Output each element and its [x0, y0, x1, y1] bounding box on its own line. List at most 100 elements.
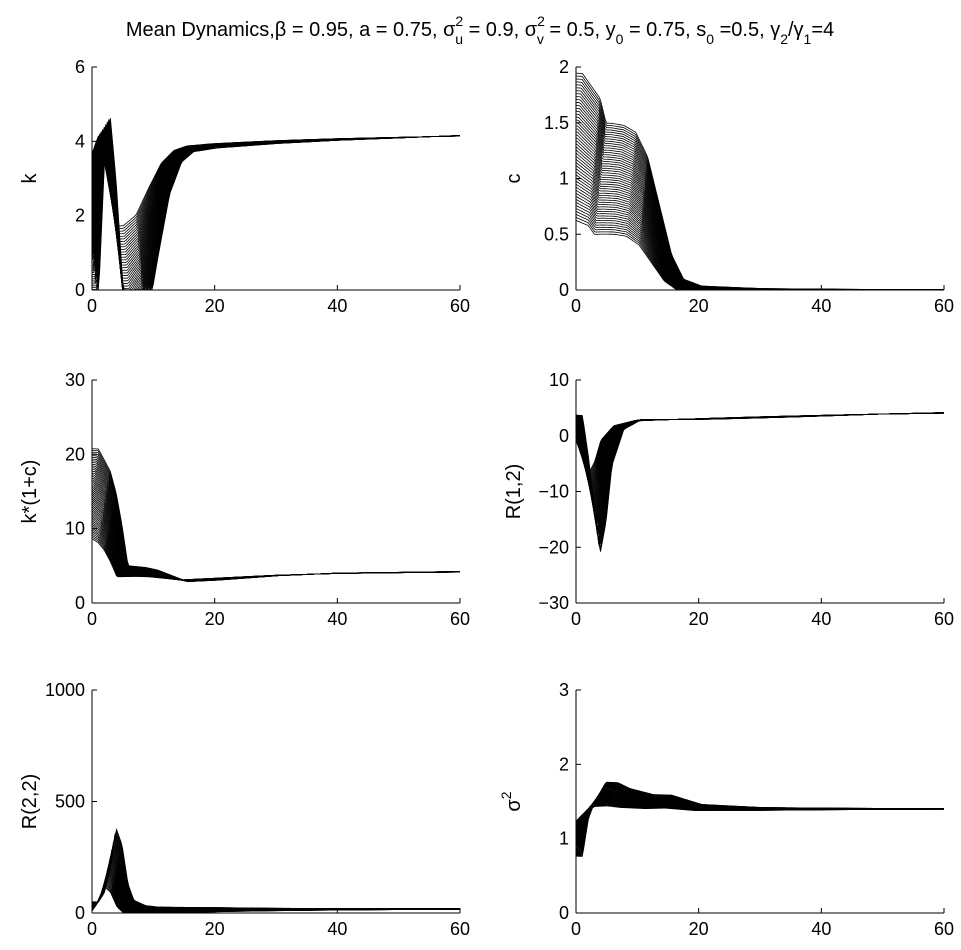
y-axis-label: R(2,2) — [19, 774, 41, 830]
series-line — [92, 491, 460, 581]
series-group-R_1_2 — [576, 413, 944, 552]
y-axis-label: k — [19, 173, 41, 184]
series-line — [576, 88, 944, 290]
series-line — [92, 456, 460, 582]
series-line — [92, 836, 460, 909]
series-group-k — [92, 118, 460, 290]
y-axis-label: c — [503, 174, 525, 184]
series-line — [576, 804, 944, 823]
y-tick-label: 1000 — [45, 680, 85, 700]
series-line — [92, 851, 460, 909]
y-tick-label: 0 — [75, 903, 85, 923]
series-line — [576, 413, 944, 546]
series-line — [576, 94, 944, 290]
y-tick-label: 10 — [549, 370, 569, 390]
series-line — [576, 166, 944, 290]
series-line — [576, 214, 944, 290]
series-line — [576, 413, 944, 517]
series-line — [92, 853, 460, 910]
series-line — [92, 833, 460, 909]
series-line — [576, 413, 944, 505]
x-tick-label: 20 — [205, 296, 225, 316]
series-line — [576, 413, 944, 546]
series-line — [92, 454, 460, 582]
x-tick-label: 20 — [689, 919, 709, 939]
series-line — [576, 413, 944, 535]
x-tick-label: 60 — [450, 296, 470, 316]
x-tick-label: 40 — [327, 919, 347, 939]
figure-title: Mean Dynamics,β = 0.95, a = 0.75, σ2 u = … — [126, 13, 834, 47]
series-line — [576, 147, 944, 290]
series-line — [92, 865, 460, 911]
y-axis-label: k*(1+c) — [19, 460, 41, 524]
series-line — [576, 803, 944, 823]
series-line — [92, 856, 460, 910]
series-line — [576, 135, 944, 290]
series-line — [92, 857, 460, 910]
y-tick-label: 10 — [65, 519, 85, 539]
panel-R_1_2: 0 20 40 60−30−20−10010R(1,2) — [503, 370, 954, 629]
series-group-sigma2 — [576, 782, 944, 856]
series-line — [92, 867, 460, 912]
series-line — [92, 838, 460, 909]
y-axis-label: σ2 — [498, 791, 525, 811]
series-line — [576, 126, 944, 290]
series-line — [92, 485, 460, 580]
series-line — [576, 413, 944, 546]
y-tick-label: 20 — [65, 444, 85, 464]
y-axis-label: R(1,2) — [503, 464, 525, 520]
series-line — [92, 452, 460, 581]
y-tick-label: 0 — [75, 593, 85, 613]
series-line — [576, 413, 944, 526]
series-line — [576, 413, 944, 535]
series-line — [92, 864, 460, 911]
series-line — [576, 413, 944, 524]
series-line — [576, 413, 944, 514]
series-group-k_times_1_plus_c — [92, 449, 460, 582]
y-tick-label: 1 — [559, 169, 569, 189]
series-line — [576, 413, 944, 535]
y-tick-label: 0 — [559, 280, 569, 300]
series-line — [92, 846, 460, 909]
x-tick-label: 60 — [934, 919, 954, 939]
series-line — [576, 187, 944, 290]
series-line — [576, 413, 944, 515]
series-line — [92, 487, 460, 581]
series-line — [576, 413, 944, 503]
series-line — [92, 489, 460, 581]
y-tick-label: 2 — [75, 206, 85, 226]
series-line — [576, 413, 944, 525]
series-line — [576, 97, 944, 290]
series-group-c — [576, 73, 944, 290]
x-tick-label: 40 — [811, 919, 831, 939]
series-line — [92, 484, 460, 581]
series-line — [576, 413, 944, 549]
series-line — [92, 470, 460, 581]
series-line — [92, 463, 460, 582]
series-line — [576, 413, 944, 552]
y-tick-label: 1 — [559, 829, 569, 849]
series-line — [576, 193, 944, 290]
series-line — [92, 482, 460, 581]
y-tick-label: 1.5 — [544, 113, 569, 133]
y-tick-label: 6 — [75, 57, 85, 77]
y-tick-label: 0 — [559, 903, 569, 923]
series-line — [92, 449, 460, 582]
y-tick-label: −20 — [538, 537, 569, 557]
panel-c: 0 20 40 6000.511.52c — [503, 57, 954, 316]
series-line — [576, 413, 944, 514]
series-line — [576, 413, 944, 520]
series-line — [92, 459, 460, 581]
series-line — [576, 169, 944, 290]
x-tick-label: 20 — [689, 296, 709, 316]
series-line — [576, 208, 944, 290]
series-line — [92, 844, 460, 909]
series-line — [92, 471, 460, 581]
panel-R_2_2: 0 20 40 6005001000R(2,2) — [19, 680, 470, 939]
series-line — [576, 413, 944, 513]
series-line — [576, 211, 944, 290]
series-line — [576, 111, 944, 290]
series-line — [576, 413, 944, 534]
